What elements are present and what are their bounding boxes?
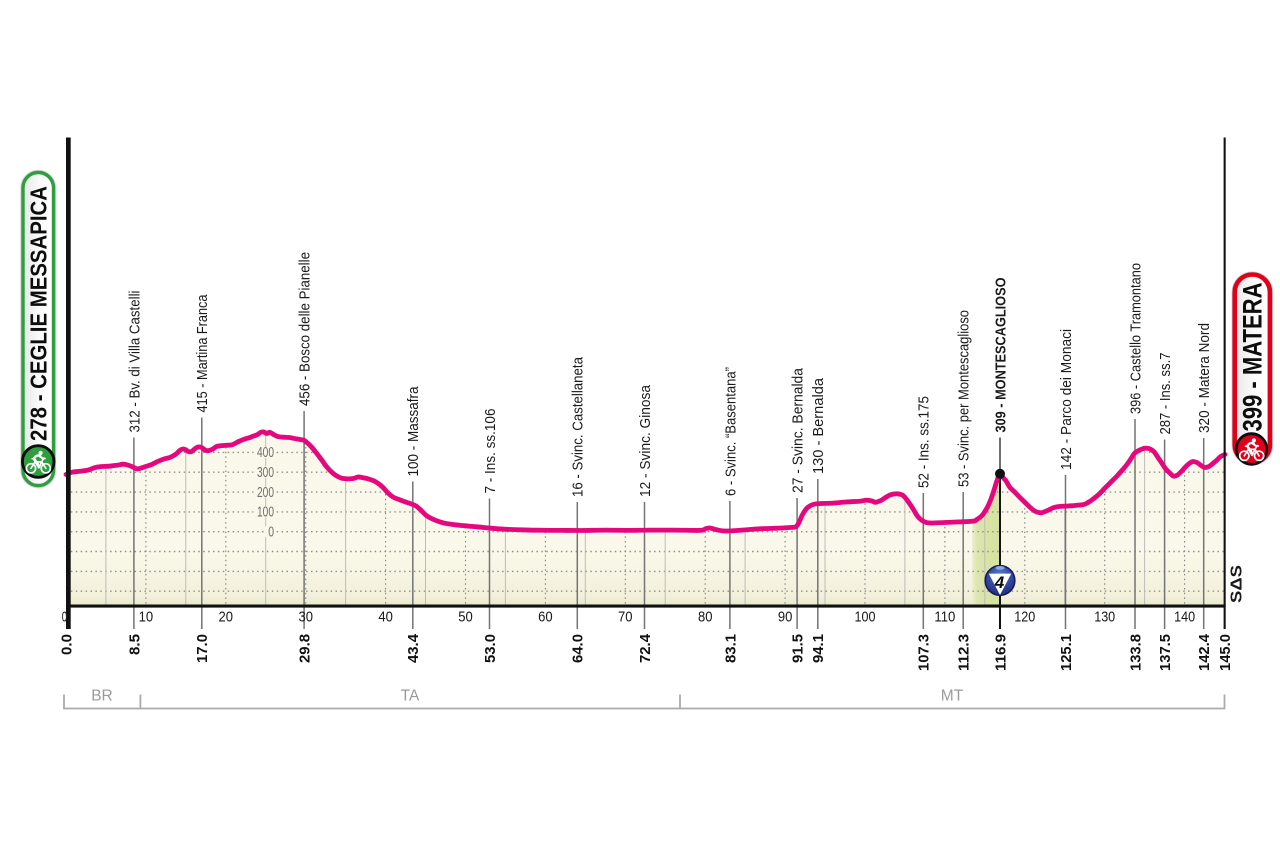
- svg-text:320 - Matera Nord: 320 - Matera Nord: [1196, 323, 1213, 433]
- svg-text:0: 0: [268, 524, 274, 540]
- svg-text:100: 100: [855, 609, 876, 626]
- svg-text:399 - MATERA: 399 - MATERA: [1238, 283, 1268, 432]
- svg-text:278 - CEGLIE MESSAPICA: 278 - CEGLIE MESSAPICA: [26, 186, 52, 441]
- svg-text:312 - Bv. di Villa Castelli: 312 - Bv. di Villa Castelli: [126, 291, 143, 433]
- svg-text:120: 120: [1014, 609, 1035, 626]
- svg-text:64.0: 64.0: [570, 634, 587, 663]
- svg-text:145.0: 145.0: [1217, 634, 1234, 671]
- svg-text:17.0: 17.0: [194, 634, 211, 663]
- svg-text:4: 4: [994, 573, 1005, 592]
- svg-text:309 - MONTESCAGLIOSO: 309 - MONTESCAGLIOSO: [992, 277, 1009, 432]
- svg-text:40: 40: [378, 609, 393, 626]
- svg-text:200: 200: [257, 485, 274, 501]
- svg-text:125.1: 125.1: [1058, 634, 1075, 671]
- svg-text:43.4: 43.4: [405, 633, 422, 663]
- svg-text:142 - Parco dei Monaci: 142 - Parco dei Monaci: [1058, 329, 1075, 470]
- svg-text:20: 20: [219, 609, 234, 626]
- svg-text:300: 300: [257, 465, 274, 481]
- svg-text:7 - Ins. ss.106: 7 - Ins. ss.106: [482, 408, 499, 493]
- svg-text:140: 140: [1174, 609, 1195, 626]
- svg-text:27 - Svinc. Bernalda: 27 - Svinc. Bernalda: [790, 367, 807, 493]
- svg-text:50: 50: [458, 609, 473, 626]
- svg-text:116.9: 116.9: [992, 634, 1009, 671]
- svg-text:16 - Svinc. Castellaneta: 16 - Svinc. Castellaneta: [570, 356, 587, 497]
- svg-text:BR: BR: [91, 688, 113, 705]
- svg-text:91.5: 91.5: [790, 634, 807, 663]
- svg-text:12 - Svinc. Ginosa: 12 - Svinc. Ginosa: [637, 384, 654, 497]
- svg-text:TA: TA: [401, 688, 420, 705]
- svg-text:100: 100: [257, 505, 274, 521]
- svg-text:8.5: 8.5: [126, 634, 143, 655]
- svg-text:400: 400: [257, 445, 274, 461]
- svg-text:52 - Ins. ss.175: 52 - Ins. ss.175: [916, 396, 933, 488]
- svg-text:29.8: 29.8: [297, 634, 314, 663]
- svg-text:110: 110: [934, 609, 955, 626]
- svg-text:142.4: 142.4: [1196, 633, 1213, 671]
- svg-text:80: 80: [698, 609, 713, 626]
- svg-text:456 - Bosco delle Pianelle: 456 - Bosco delle Pianelle: [297, 252, 314, 406]
- svg-text:SΔS: SΔS: [1229, 565, 1246, 603]
- svg-text:53.0: 53.0: [482, 634, 499, 663]
- svg-text:287 - Ins. ss.7: 287 - Ins. ss.7: [1157, 353, 1174, 435]
- svg-text:94.1: 94.1: [810, 634, 827, 663]
- svg-text:83.1: 83.1: [722, 634, 739, 663]
- svg-text:30: 30: [298, 609, 313, 626]
- svg-text:137.5: 137.5: [1157, 634, 1174, 671]
- svg-text:107.3: 107.3: [916, 634, 933, 671]
- svg-text:60: 60: [538, 609, 553, 626]
- svg-text:MT: MT: [941, 688, 964, 705]
- svg-text:112.3: 112.3: [956, 634, 973, 671]
- svg-text:415 - Martina Franca: 415 - Martina Franca: [194, 294, 211, 413]
- svg-text:70: 70: [618, 609, 633, 626]
- svg-text:130: 130: [1094, 609, 1115, 626]
- svg-text:53 - Svinc. per Montescaglioso: 53 - Svinc. per Montescaglioso: [956, 310, 973, 487]
- svg-text:130 - Bernalda: 130 - Bernalda: [810, 377, 827, 474]
- svg-text:10: 10: [139, 609, 154, 626]
- svg-text:0: 0: [62, 609, 68, 626]
- svg-text:396 - Castello Tramontano: 396 - Castello Tramontano: [1127, 263, 1144, 414]
- svg-text:6 - Svinc. “Basentana”: 6 - Svinc. “Basentana”: [722, 367, 739, 496]
- svg-text:90: 90: [778, 609, 793, 626]
- svg-text:133.8: 133.8: [1127, 634, 1144, 671]
- svg-text:100 - Massafra: 100 - Massafra: [405, 386, 422, 477]
- svg-text:0.0: 0.0: [58, 634, 75, 655]
- svg-text:72.4: 72.4: [637, 633, 654, 663]
